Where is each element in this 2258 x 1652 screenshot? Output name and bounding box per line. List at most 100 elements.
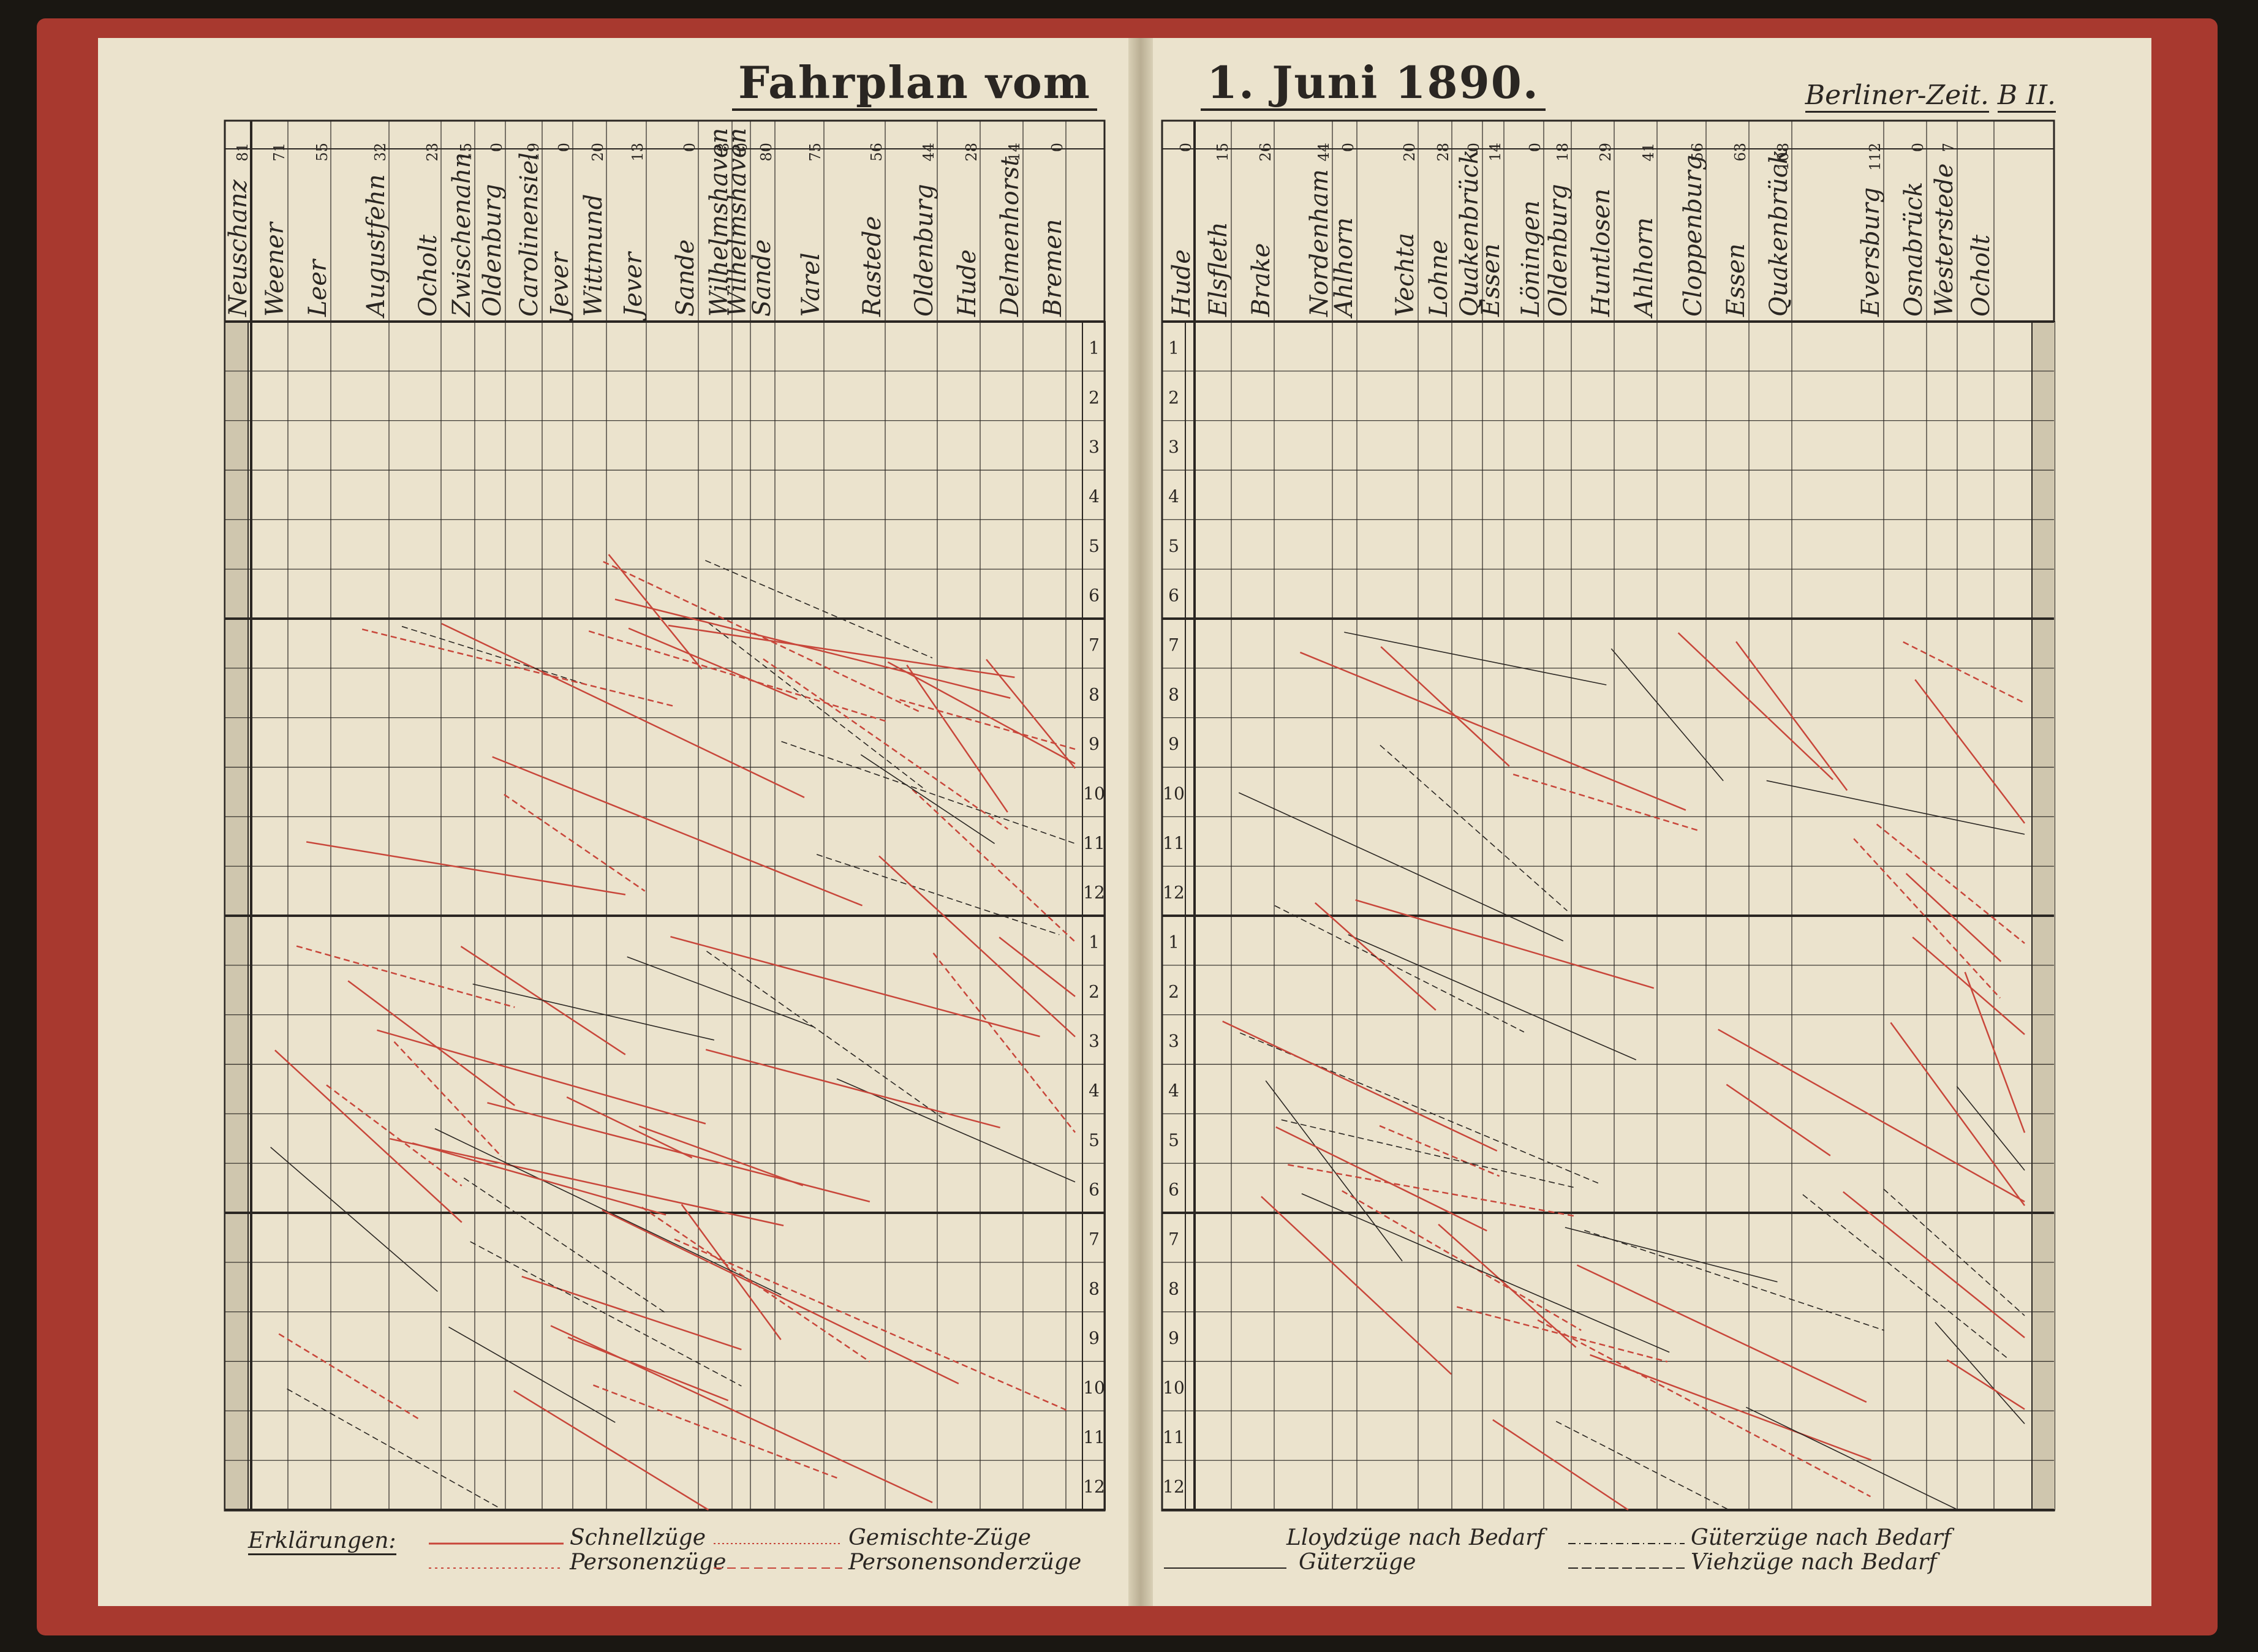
train-path-line — [1261, 1196, 1452, 1375]
station-label: Leer — [304, 259, 332, 317]
km-label: 26 — [1257, 143, 1274, 162]
hour-label: 8 — [1089, 684, 1100, 704]
train-path-line — [878, 855, 1076, 1038]
train-path-line — [278, 1333, 419, 1419]
hour-label: 12 — [1163, 1477, 1185, 1497]
train-path-line — [860, 754, 995, 844]
train-path-line — [763, 658, 1009, 830]
train-path-line — [270, 1147, 438, 1292]
km-label: 71 — [271, 143, 288, 162]
km-label: 0 — [556, 143, 573, 152]
train-path-line — [614, 598, 1011, 699]
station-label: Essen — [1477, 243, 1505, 317]
station-label: Jever — [546, 252, 574, 317]
train-path-line — [1946, 1359, 2025, 1410]
hour-label: 11 — [1163, 1427, 1185, 1447]
left-page — [98, 38, 1139, 1606]
hour-label: 9 — [1089, 1328, 1100, 1348]
legend-gemischte-zuege: Gemischte-Züge — [848, 1525, 1032, 1550]
train-path-line — [1576, 1264, 1867, 1403]
hour-label: 4 — [1168, 486, 1179, 507]
hour-label: 11 — [1083, 1427, 1105, 1447]
hour-label: 11 — [1163, 833, 1185, 853]
station-label: Rastede — [858, 216, 886, 317]
station-label: Ocholt — [1967, 235, 1995, 317]
hour-label: 3 — [1089, 437, 1100, 457]
station-label: Neuschanz — [224, 179, 252, 317]
train-path-line — [588, 630, 886, 722]
train-path-line — [550, 1325, 933, 1504]
train-path-line — [463, 1177, 666, 1314]
train-path-line — [492, 756, 863, 907]
legend-personenzuege: Personenzüge — [570, 1550, 727, 1575]
train-path-line — [706, 951, 943, 1118]
train-path-line — [1735, 641, 1848, 791]
grid-frame — [1161, 119, 2055, 1512]
station-label: Ahlhorn — [1630, 217, 1658, 317]
train-path-line — [602, 1209, 959, 1385]
station-label: Oldenburg — [1544, 184, 1573, 317]
km-label: 0 — [733, 143, 750, 152]
station-label: Elsfleth — [1204, 222, 1233, 317]
hour-label: 7 — [1168, 635, 1179, 655]
train-path-line — [441, 622, 805, 798]
hour-label: 12 — [1083, 883, 1105, 903]
train-path-line — [1265, 1080, 1403, 1262]
train-path-line — [1565, 1227, 1778, 1283]
train-path-line — [347, 980, 515, 1106]
km-label: 20 — [1401, 143, 1418, 162]
station-label: Lohne — [1425, 240, 1453, 317]
station-label: Weener — [261, 222, 289, 317]
hour-label: 3 — [1168, 1031, 1179, 1051]
hour-label: 7 — [1168, 1229, 1179, 1249]
train-path-line — [932, 952, 1076, 1133]
km-label: 56 — [1689, 143, 1706, 162]
train-path-line — [361, 628, 676, 707]
train-path-line — [593, 1384, 837, 1479]
legend-heading: Erklärungen: — [248, 1528, 396, 1555]
time-zone-label: Berliner-Zeit. B II. — [1805, 80, 2056, 113]
hour-label: 1 — [1089, 932, 1100, 952]
station-label: Bremen — [1039, 219, 1067, 317]
train-path-line — [1492, 1419, 1629, 1511]
hour-label: 1 — [1168, 338, 1179, 358]
station-label: Ocholt — [414, 235, 442, 317]
train-path-line — [393, 1041, 502, 1157]
km-label: 56 — [868, 143, 885, 162]
train-path-line — [836, 1078, 1076, 1183]
grid-frame — [224, 119, 1106, 1512]
train-path-line — [1344, 632, 1607, 685]
legend-personensonderzuege: Personensonderzüge — [848, 1550, 1082, 1575]
station-label: Zwischenahn — [448, 152, 476, 317]
legend-gueterzuege: Güterzüge — [1299, 1550, 1416, 1575]
km-label: 18 — [1554, 143, 1571, 162]
km-label: 0 — [1465, 143, 1482, 152]
km-label: 14 — [1487, 143, 1504, 162]
train-path-line — [1584, 1229, 1885, 1331]
km-label: 13 — [629, 143, 646, 162]
train-path-line — [1299, 651, 1686, 811]
train-path-line — [1726, 1084, 1831, 1156]
train-path-line — [1610, 648, 1724, 782]
train-path-line — [306, 841, 626, 896]
train-path-line — [708, 622, 926, 791]
train-path-line — [1275, 1126, 1487, 1232]
train-path-line — [668, 624, 1015, 679]
hour-label: 4 — [1089, 486, 1100, 507]
km-label: 20 — [589, 143, 606, 162]
train-path-line — [1883, 1188, 2025, 1316]
hour-label: 7 — [1089, 1229, 1100, 1249]
km-label: 75 — [807, 143, 824, 162]
km-label: 8 — [715, 143, 732, 152]
train-path-line — [670, 935, 1040, 1038]
train-path-line — [470, 1241, 742, 1387]
train-path-line — [1380, 744, 1568, 911]
train-path-line — [1380, 646, 1510, 767]
train-path-line — [1802, 1194, 2010, 1360]
train-path-line — [1274, 905, 1525, 1033]
hour-label: 5 — [1168, 1130, 1179, 1150]
hour-label: 10 — [1083, 1378, 1105, 1398]
train-path-line — [906, 664, 1008, 813]
